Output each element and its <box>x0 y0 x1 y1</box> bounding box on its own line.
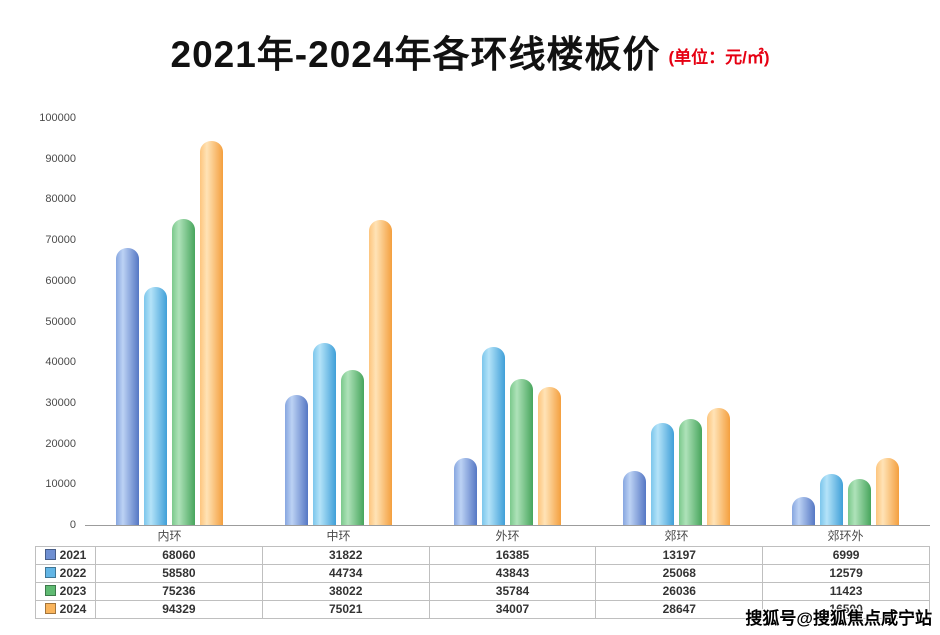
value-cell-2024-内环: 94329 <box>95 600 263 619</box>
bar-2021-郊环外 <box>792 497 815 525</box>
value-cell-2021-外环: 16385 <box>428 546 597 565</box>
value-cell-2024-外环: 34007 <box>428 600 597 619</box>
x-category-label: 内环 <box>157 529 182 543</box>
chart-title: 2021年-2024年各环线楼板价 <box>170 34 661 75</box>
value-cell-2022-郊环: 25068 <box>595 564 764 583</box>
bar-2022-郊环 <box>651 423 674 525</box>
value-cell-2023-中环: 38022 <box>261 582 430 601</box>
bar-2023-外环 <box>510 379 533 525</box>
bar-2024-郊环 <box>707 408 730 525</box>
value-cell-2021-内环: 68060 <box>95 546 263 565</box>
table-body: 2021 68060 31822 16385 13197 6999 2022 58580 447… <box>35 546 930 619</box>
legend-marker-icon <box>44 567 56 578</box>
value-cell-2024-郊环: 28647 <box>595 600 764 619</box>
value-cell-2023-郊环外: 11423 <box>762 582 930 601</box>
value-cell-2024-中环: 75021 <box>261 600 430 619</box>
legend-cell-2021: 2021 <box>35 546 96 565</box>
bar-2022-外环 <box>482 347 505 525</box>
bar-2021-外环 <box>454 458 477 525</box>
bar-2021-郊环 <box>623 471 646 525</box>
bar-2021-中环 <box>285 395 308 525</box>
legend-year-label: 2022 <box>59 566 87 580</box>
bar-2023-中环 <box>341 370 364 525</box>
chart-unit-label: (单位：元/㎡) <box>668 48 770 67</box>
bar-2022-郊环外 <box>820 474 843 525</box>
bar-2023-内环 <box>172 219 195 525</box>
value-cell-2021-郊环外: 6999 <box>762 546 930 565</box>
x-category-label: 外环 <box>495 529 520 543</box>
bar-2022-中环 <box>313 343 336 525</box>
table-row: 2024 94329 75021 34007 28647 16500 <box>35 600 930 619</box>
value-cell-2023-郊环: 26036 <box>595 582 764 601</box>
value-cell-2021-郊环: 13197 <box>595 546 764 565</box>
value-cell-2021-中环: 31822 <box>261 546 430 565</box>
value-cell-2022-外环: 43843 <box>428 564 597 583</box>
y-tick-label: 30000 <box>45 396 76 409</box>
bar-2023-郊环 <box>679 419 702 525</box>
y-tick-label: 70000 <box>45 234 76 247</box>
bar-2023-郊环外 <box>848 479 871 525</box>
bar-2021-内环 <box>116 248 139 525</box>
table-row: 2022 58580 44734 43843 25068 12579 <box>35 564 930 583</box>
y-tick-label: 100000 <box>39 112 76 124</box>
legend-cell-2024: 2024 <box>35 600 96 619</box>
y-tick-label: 80000 <box>45 193 76 206</box>
watermark: 搜狐号@搜狐焦点咸宁站 <box>745 609 932 628</box>
value-cell-2022-中环: 44734 <box>261 564 430 583</box>
chart-title-row: 2021年-2024年各环线楼板价 (单位：元/㎡) <box>0 24 940 78</box>
table-row: 2023 75236 38022 35784 26036 11423 <box>35 582 930 601</box>
legend-marker-icon <box>44 603 56 614</box>
bar-2024-外环 <box>538 387 561 525</box>
x-category-label: 郊环外 <box>827 529 864 543</box>
value-cell-2024-郊环外: 16500 <box>762 600 930 619</box>
x-axis-labels: 内环 中环 外环 郊环 郊环外 <box>85 527 930 545</box>
x-category-label: 中环 <box>326 529 351 543</box>
legend-year-label: 2021 <box>59 548 87 562</box>
data-table: 2021 68060 31822 16385 13197 6999 2022 58580 447… <box>35 546 930 619</box>
bar-2024-内环 <box>200 141 223 525</box>
y-tick-label: 60000 <box>45 274 76 287</box>
bar-2024-中环 <box>369 220 392 525</box>
bar-2024-郊环外 <box>876 458 899 525</box>
y-tick-label: 10000 <box>45 478 76 491</box>
bar-2022-内环 <box>144 287 167 525</box>
value-cell-2022-内环: 58580 <box>95 564 263 583</box>
legend-marker-icon <box>44 549 56 560</box>
y-tick-label: 20000 <box>45 437 76 450</box>
value-cell-2023-外环: 35784 <box>428 582 597 601</box>
legend-year-label: 2023 <box>59 584 87 598</box>
value-cell-2023-内环: 75236 <box>95 582 263 601</box>
y-tick-label: 40000 <box>45 356 76 369</box>
plot-area: 0 10000 20000 30000 40000 50000 60000 70000 8000… <box>39 112 930 531</box>
table-row: 2021 68060 31822 16385 13197 6999 <box>35 546 930 565</box>
y-tick-label: 0 <box>69 519 76 531</box>
x-category-label: 郊环 <box>664 529 689 543</box>
legend-marker-icon <box>44 585 56 596</box>
legend-cell-2023: 2023 <box>35 582 96 601</box>
y-tick-label: 50000 <box>45 315 76 328</box>
y-tick-label: 90000 <box>45 152 76 165</box>
legend-cell-2022: 2022 <box>35 564 96 583</box>
value-cell-2022-郊环外: 12579 <box>762 564 930 583</box>
legend-year-label: 2024 <box>59 602 87 616</box>
